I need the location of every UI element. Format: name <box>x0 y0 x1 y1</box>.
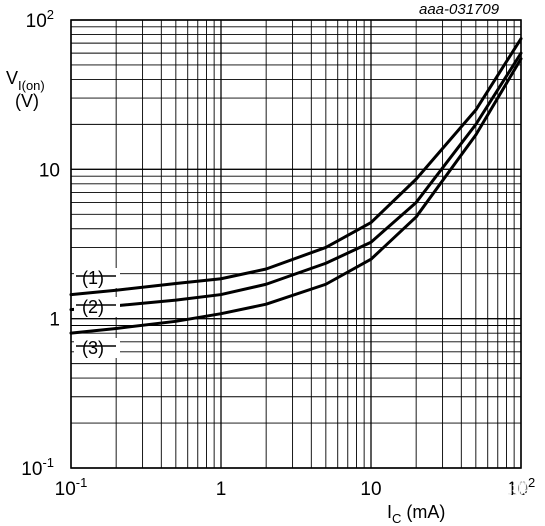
x-tick-label-base: 10 <box>55 479 76 500</box>
y-tick-label-base: 10 <box>26 11 47 32</box>
y-tick-label: 10-1 <box>21 455 54 480</box>
y-axis-label-main: VI(on) <box>6 68 45 93</box>
series-line-3 <box>69 57 523 335</box>
callout-label-2-background <box>74 297 120 317</box>
x-tick-label-base: 1 <box>216 479 227 500</box>
series-label-2: (2) <box>82 297 104 317</box>
chart-grid <box>70 19 522 469</box>
y-tick-label-base: 10 <box>21 459 42 480</box>
x-tick-label: 10 <box>360 479 381 500</box>
y-tick-label-base: 1 <box>49 310 60 331</box>
x-tick-label-base: 10 <box>360 479 381 500</box>
callout-label-3: (3) <box>74 338 120 358</box>
x-axis-label-unit: (mA) <box>401 502 445 522</box>
y-tick-label: 1 <box>49 310 60 331</box>
series-line-2 <box>69 51 523 312</box>
figure-code: aaa-031709 <box>419 1 500 18</box>
callout-label-1: (1) <box>74 268 120 288</box>
callout-label-3-background <box>74 338 120 358</box>
x-tick-label-exponent: -1 <box>76 475 88 490</box>
y-tick-label: 10 <box>39 160 60 181</box>
y-axis-label-v: V <box>6 68 18 88</box>
series-line-1 <box>69 37 523 297</box>
series-label-1: (1) <box>82 268 104 288</box>
y-axis-label-unit: (V) <box>15 91 39 111</box>
x-tick-label-base: 10 <box>507 479 528 500</box>
callout-label-1-background <box>74 268 120 288</box>
x-axis-ticks: 10-1 1 10 102 <box>55 475 536 500</box>
x-axis-label-i: I <box>387 502 392 522</box>
watermark: 知乎 @东都之狼 <box>411 479 528 498</box>
series-label-3: (3) <box>82 338 104 358</box>
x-axis-label-subscript: C <box>392 511 401 526</box>
y-tick-label-exponent: 2 <box>47 7 54 22</box>
chart-series-group <box>69 37 523 335</box>
y-tick-label-base: 10 <box>39 160 60 181</box>
x-axis-label: IC (mA) <box>387 502 445 526</box>
x-tick-label: 1 <box>216 479 227 500</box>
y-axis-label: VI(on) (V) <box>6 68 45 111</box>
x-tick-label-exponent: 2 <box>528 475 535 490</box>
x-tick-label: 10-1 <box>55 475 88 500</box>
y-axis-label-subscript: I(on) <box>18 78 45 93</box>
y-tick-label: 102 <box>26 7 54 32</box>
y-tick-label-exponent: -1 <box>42 455 54 470</box>
x-tick-label: 102 <box>507 475 535 500</box>
callout-label-2: (2) <box>74 297 120 317</box>
callout-lines <box>76 275 116 347</box>
plot-frame <box>70 19 522 469</box>
